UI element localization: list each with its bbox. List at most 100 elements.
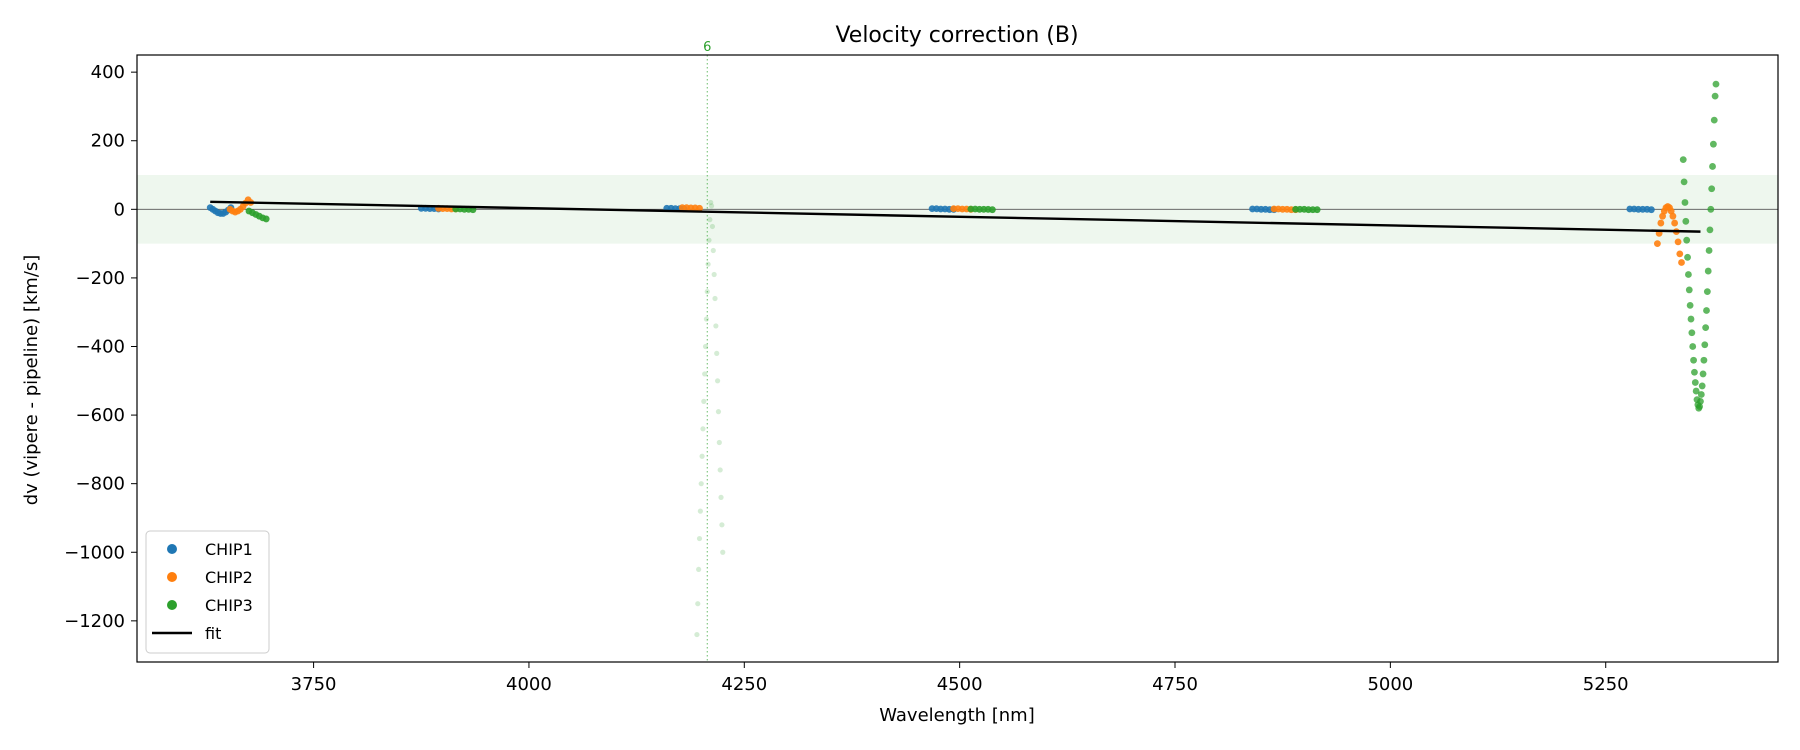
data-point-chip3-excluded--13 [705, 261, 711, 267]
data-point-chip3-excluded--21 [712, 295, 718, 302]
data-point-chip2-39 [1669, 212, 1677, 220]
data-point-chip3-30 [1685, 286, 1693, 294]
data-point-chip3-excluded--25 [715, 409, 722, 415]
x-axis-ticks: 3750 4000 4250 4500 4750 5000 5250 [291, 662, 1629, 695]
data-point-chip3-54 [1706, 226, 1714, 234]
legend-marker-chip3 [167, 600, 177, 610]
data-point-chip2-42 [1674, 238, 1682, 246]
data-point-chip3-5 [262, 215, 270, 223]
vertical-marker-label: 6 [703, 40, 711, 55]
y-tick-label-1: −1000 [64, 542, 125, 563]
data-point-chip3-excluded--18 [709, 223, 716, 230]
legend-label-chip1: CHIP1 [205, 540, 253, 559]
data-point-chip3-excluded--26 [716, 439, 722, 446]
x-tick-label-0: 3750 [291, 674, 337, 695]
data-point-chip2-38 [1667, 207, 1675, 215]
y-axis-label: dv (vipere - pipeline) [km/s] [21, 255, 42, 506]
x-axis-label: Wavelength [nm] [879, 705, 1035, 726]
data-point-chip3-51 [1703, 288, 1711, 296]
data-point-chip3-29 [1685, 271, 1692, 278]
data-point-chip3-32 [1687, 315, 1695, 323]
data-point-chip3-46 [1699, 370, 1707, 378]
y-tick-label-5: −200 [76, 268, 125, 289]
data-point-chip3-27 [1683, 236, 1691, 244]
y-tick-label-7: 200 [91, 131, 125, 152]
x-tick-label-6: 5250 [1583, 674, 1629, 695]
plot-frame [136, 54, 1779, 663]
y-tick-label-3: −600 [76, 405, 125, 426]
data-point-chip2-44 [1678, 259, 1685, 266]
y-tick-label-6: 0 [114, 199, 125, 220]
data-point-chip3-56 [1708, 185, 1716, 193]
data-point-chip3-excluded--15 [707, 217, 713, 223]
data-point-chip3-excluded--5 [698, 481, 704, 487]
x-tick-label-3: 4500 [937, 674, 983, 695]
legend-box [145, 530, 270, 654]
data-point-chip3-24 [1680, 178, 1688, 186]
data-point-chip2-30 [1654, 240, 1661, 248]
data-point-chip3-excluded--28 [718, 494, 724, 500]
data-point-chip2-18 [696, 204, 703, 212]
data-point-chip3-33 [1688, 329, 1696, 337]
fit-line [210, 200, 1701, 233]
data-point-chip3-excluded--17 [708, 203, 715, 209]
data-point-chip3-excluded--3 [696, 535, 703, 542]
data-point-chip2-33 [1659, 212, 1666, 220]
data-point-chip3-excluded--24 [714, 378, 721, 384]
data-point-chip3-55 [1707, 205, 1715, 213]
x-tick-label-5: 5000 [1367, 674, 1413, 695]
legend-label-chip2: CHIP2 [205, 568, 253, 587]
data-point-chip3-45 [1698, 382, 1706, 390]
y-axis-ticks: −1200 −1000 −800 −600 −400 −200 0 200 400 [64, 62, 137, 632]
data-point-chip3-61 [1712, 80, 1720, 88]
data-point-chip3-25 [1681, 199, 1689, 206]
data-point-chip3-47 [1700, 356, 1708, 364]
data-point-chip3-60 [1711, 92, 1719, 100]
plot-area: 6 [136, 40, 1779, 663]
data-point-chip3-excluded--9 [702, 371, 708, 377]
data-point-chip3-53 [1705, 247, 1713, 254]
data-point-chip3-excluded--6 [699, 453, 705, 459]
data-point-chip3-42 [1696, 403, 1704, 410]
data-point-chip3-59 [1710, 116, 1718, 124]
data-point-chip3-57 [1709, 163, 1716, 170]
y-tick-label-2: −800 [76, 474, 125, 495]
data-point-chip3-16 [988, 206, 996, 214]
legend-label-chip3: CHIP3 [205, 596, 253, 615]
data-point-chip3-22 [1313, 206, 1321, 214]
data-point-chip3-excluded--0 [694, 631, 700, 638]
data-point-chip3-31 [1686, 301, 1694, 309]
data-point-chip3-58 [1709, 140, 1717, 148]
data-point-chip3-28 [1684, 253, 1691, 261]
data-point-chip3-36 [1691, 368, 1698, 376]
data-point-chip3-52 [1704, 267, 1712, 275]
data-point-chip3-excluded--14 [706, 237, 712, 243]
data-points [206, 80, 1720, 638]
data-point-chip3-35 [1690, 356, 1697, 364]
data-point-chip3-37 [1691, 379, 1699, 386]
y-tick-label-0: −1200 [64, 611, 125, 632]
data-point-chip3-excluded--16 [708, 199, 714, 206]
data-point-chip3-38 [1692, 387, 1700, 395]
data-point-chip2-40 [1671, 219, 1679, 227]
data-point-chip3-excluded--19 [710, 247, 716, 254]
chart-title: Velocity correction (B) [835, 23, 1078, 48]
data-point-chip3-49 [1702, 324, 1710, 332]
data-point-chip3-excluded--12 [704, 289, 710, 295]
legend-label-fit: fit [205, 624, 221, 643]
data-point-chip3-excluded--1 [695, 601, 701, 607]
data-point-chip3-excluded--4 [697, 508, 703, 514]
data-point-chip3-excluded--23 [714, 350, 720, 356]
data-point-chip3-48 [1701, 341, 1709, 349]
data-point-chip3-excluded--20 [711, 271, 717, 278]
data-point-chip3-excluded--22 [713, 323, 719, 329]
data-point-chip3-50 [1703, 307, 1710, 314]
data-point-chip3-44 [1697, 391, 1705, 398]
data-point-chip3-23 [1679, 156, 1687, 163]
data-point-chip3-excluded--2 [696, 566, 702, 573]
data-point-chip3-excluded--11 [703, 316, 709, 322]
legend-marker-chip2 [167, 572, 177, 582]
legend-marker-chip1 [167, 544, 177, 554]
x-tick-label-4: 4750 [1152, 674, 1198, 695]
